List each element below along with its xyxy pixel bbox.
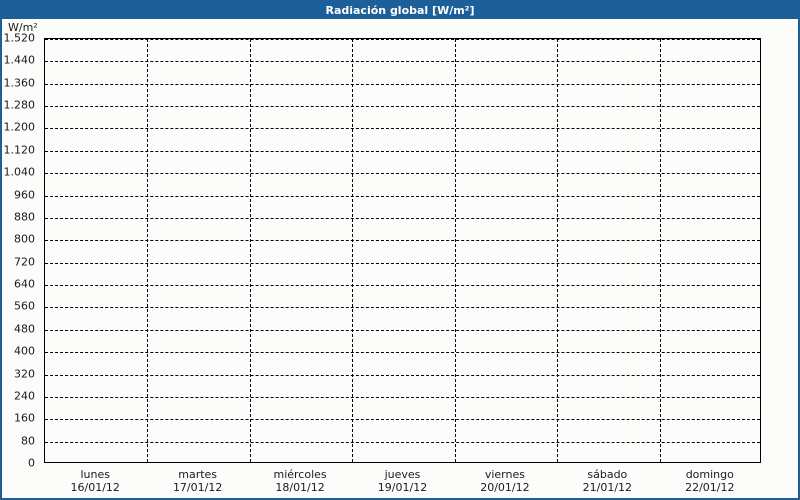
- x-axis-tick-label: lunes 16/01/12: [71, 468, 120, 494]
- y-axis-tick-label: 80: [21, 434, 35, 448]
- gridline-vertical: [454, 39, 456, 462]
- y-axis-tick-label: 320: [14, 367, 35, 381]
- y-axis-tick-label: 1.120: [3, 143, 36, 157]
- x-axis-date: 21/01/12: [582, 481, 633, 494]
- gridline-horizontal: [45, 374, 760, 376]
- gridline-vertical: [249, 39, 251, 462]
- y-axis-tick-label: 880: [14, 210, 35, 224]
- x-axis-tick-label: miércoles 18/01/12: [273, 468, 326, 494]
- x-axis-day-name: jueves: [384, 468, 421, 481]
- x-axis-day-name: domingo: [685, 468, 734, 481]
- x-axis-day-name: viernes: [484, 468, 525, 481]
- gridline-horizontal: [45, 419, 760, 421]
- y-axis-tick-label: 240: [14, 389, 35, 403]
- gridline-horizontal: [45, 173, 760, 175]
- gridline-horizontal: [45, 217, 760, 219]
- y-axis-tick-label: 0: [28, 456, 35, 470]
- gridline-horizontal: [45, 441, 760, 443]
- gridline-vertical: [557, 39, 559, 462]
- y-axis-tick-label: 480: [14, 322, 35, 336]
- y-axis-tick-label: 960: [14, 188, 35, 202]
- x-axis-tick-label: sábado 21/01/12: [583, 468, 632, 494]
- y-axis-tick-label: 1.040: [3, 165, 36, 179]
- x-axis-date: 18/01/12: [275, 481, 325, 494]
- x-axis-day-name: sábado: [587, 468, 628, 481]
- window-title: Radiación global [W/m²]: [325, 4, 475, 17]
- gridline-horizontal: [45, 150, 760, 152]
- y-axis-tick-label: 160: [14, 411, 35, 425]
- y-axis-tick-label: 1.440: [3, 53, 36, 67]
- x-axis-tick-label: viernes 20/01/12: [480, 468, 529, 494]
- gridline-horizontal: [45, 61, 760, 63]
- y-axis-tick-label: 1.520: [3, 31, 36, 45]
- y-axis-tick-label: 800: [14, 232, 35, 246]
- gridline-horizontal: [45, 83, 760, 85]
- x-axis-date: 20/01/12: [480, 481, 530, 494]
- gridline-vertical: [659, 39, 661, 462]
- y-axis-tick-label: 720: [14, 255, 35, 269]
- x-axis-day-name: martes: [178, 468, 218, 481]
- x-axis-tick-label: jueves 19/01/12: [378, 468, 427, 494]
- x-axis-date: 16/01/12: [70, 481, 120, 494]
- x-axis-tick-label: domingo 22/01/12: [685, 468, 734, 494]
- x-axis-tick-label: martes 17/01/12: [173, 468, 222, 494]
- y-axis-tick-label: 1.360: [3, 76, 36, 90]
- gridline-horizontal: [45, 352, 760, 354]
- gridline-horizontal: [45, 106, 760, 108]
- plot-area: [44, 38, 761, 463]
- gridline-horizontal: [45, 396, 760, 398]
- gridline-horizontal: [45, 39, 760, 40]
- gridline-horizontal: [45, 240, 760, 242]
- x-axis-day-name: miércoles: [273, 468, 327, 481]
- y-axis-tick-label: 400: [14, 344, 35, 358]
- x-axis-date: 19/01/12: [377, 481, 428, 494]
- x-axis-date: 17/01/12: [172, 481, 223, 494]
- gridline-horizontal: [45, 262, 760, 264]
- gridline-vertical: [352, 39, 354, 462]
- window-titlebar: Radiación global [W/m²]: [2, 2, 798, 19]
- gridline-horizontal: [45, 329, 760, 331]
- y-axis-unit-label: W/m²: [8, 21, 38, 34]
- gridline-horizontal: [45, 285, 760, 287]
- gridline-horizontal: [45, 128, 760, 130]
- gridline-horizontal: [45, 307, 760, 309]
- gridline-vertical: [147, 39, 149, 462]
- x-axis-date: 22/01/12: [685, 481, 735, 494]
- y-axis-tick-label: 640: [14, 277, 35, 291]
- y-axis-tick-label: 1.280: [3, 98, 36, 112]
- y-axis-tick-label: 1.200: [3, 120, 36, 134]
- x-axis-day-name: lunes: [80, 468, 110, 481]
- chart-area: W/m² 1.520 1.440 1.360 1.280 1.200 1.120 1.040…: [2, 19, 798, 498]
- gridline-horizontal: [45, 195, 760, 197]
- y-axis-tick-label: 560: [14, 299, 35, 313]
